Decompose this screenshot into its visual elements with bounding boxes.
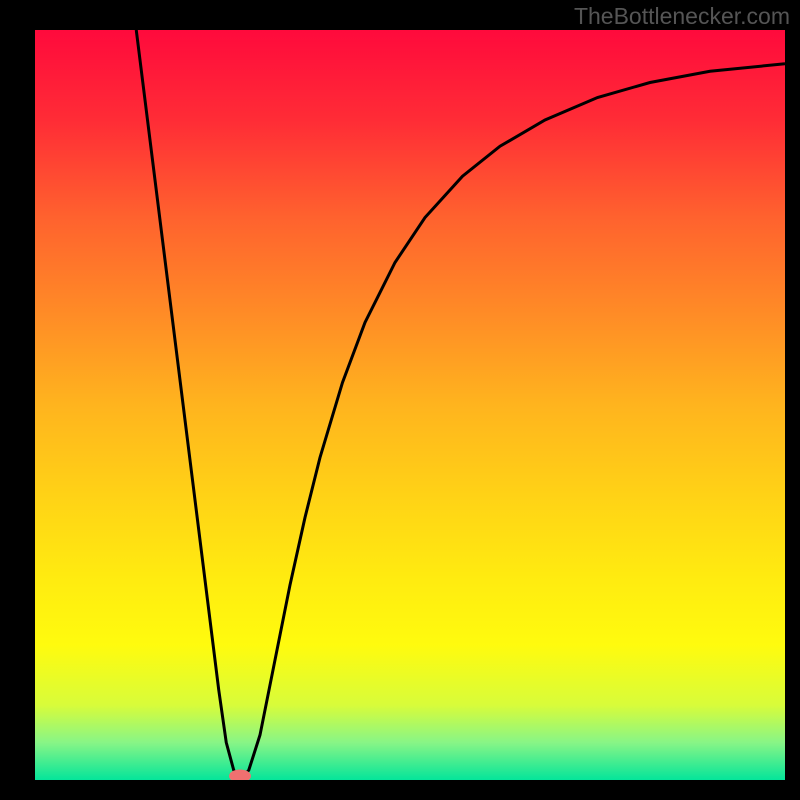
plot-area xyxy=(35,30,785,780)
bottleneck-curve xyxy=(35,30,785,780)
watermark-text: TheBottlenecker.com xyxy=(574,3,790,30)
curve-path xyxy=(136,30,785,778)
optimal-point-marker xyxy=(229,769,251,780)
